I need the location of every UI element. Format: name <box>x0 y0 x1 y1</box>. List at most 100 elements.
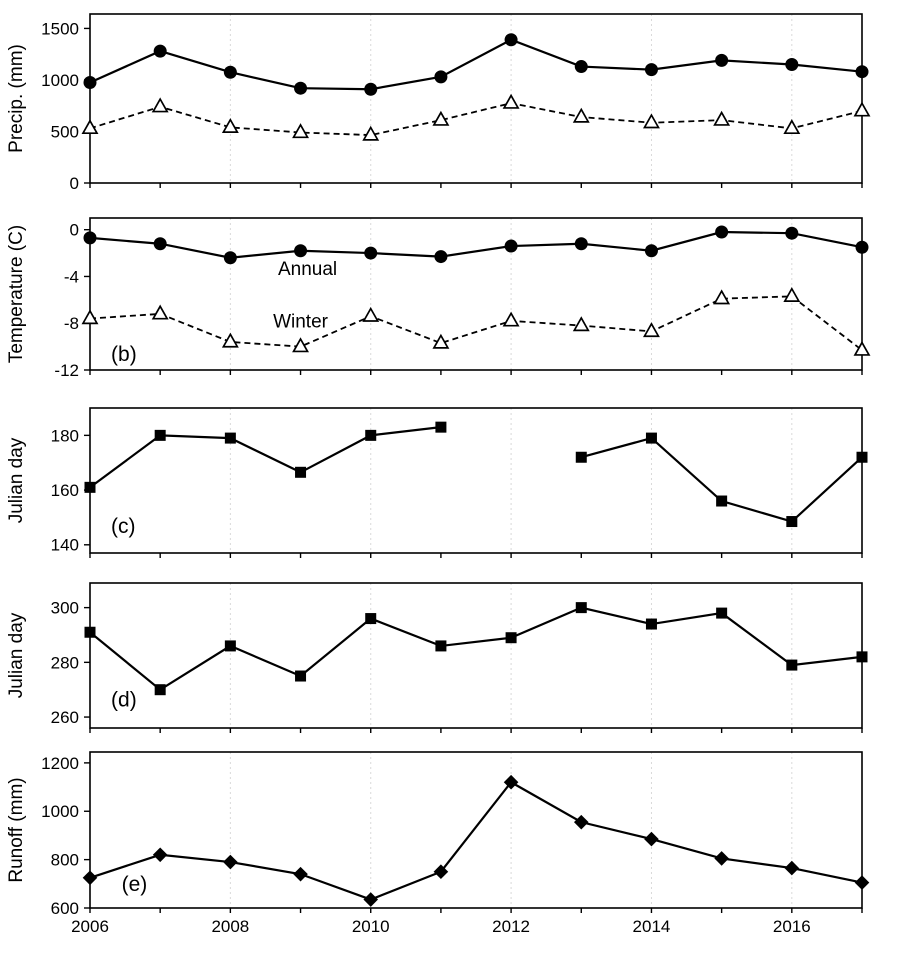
triangle-marker <box>572 316 590 332</box>
circle-marker <box>434 250 448 264</box>
y-axis-title-e: Runoff (mm) <box>6 777 27 882</box>
y-tick-label: 500 <box>51 122 79 141</box>
plot-frame <box>89 751 863 909</box>
y-tick-label: 1000 <box>41 802 79 821</box>
circle-marker <box>294 244 308 258</box>
circle-marker <box>715 225 729 239</box>
circle-marker <box>434 70 448 84</box>
triangle-marker <box>502 311 520 327</box>
y-tick-label: 260 <box>51 708 79 727</box>
y-tick-label: 280 <box>51 653 79 672</box>
triangle-marker <box>853 340 871 356</box>
triangle-marker <box>221 118 239 134</box>
triangle-marker <box>81 119 99 135</box>
y-axis-title-b: Temperature (C) <box>6 225 27 363</box>
diamond-marker <box>152 847 168 863</box>
square-marker <box>786 516 798 528</box>
square-marker <box>295 466 307 478</box>
panel-e: 600 800 1000 1200 (e) Runoff (mm) 2006 2008 2010… <box>6 751 870 936</box>
circle-marker <box>644 244 658 258</box>
circle-marker <box>644 63 658 77</box>
triangle-marker <box>362 125 380 141</box>
square-marker <box>786 659 798 671</box>
series-line-annual-runoff <box>89 780 863 901</box>
plot-frame <box>89 582 863 729</box>
x-tick-label: 2014 <box>633 917 671 936</box>
triangle-marker <box>151 97 169 113</box>
y-tick-label: 140 <box>51 536 79 555</box>
square-marker <box>224 432 236 444</box>
y-tick-label: 0 <box>70 174 79 193</box>
series-annotation: Winter <box>273 312 329 333</box>
diamond-marker <box>503 774 519 790</box>
triangle-marker <box>642 113 660 129</box>
circle-marker <box>294 81 308 95</box>
circle-marker <box>364 82 378 96</box>
square-marker <box>224 640 236 652</box>
square-marker <box>365 613 377 625</box>
diamond-marker <box>854 875 870 890</box>
series-line-snowmelt-julian-day <box>580 436 863 523</box>
series-line-winter-temperature <box>89 295 863 351</box>
triangle-marker <box>81 309 99 325</box>
circle-marker <box>574 60 588 74</box>
triangle-marker <box>292 123 310 139</box>
triangle-marker <box>642 322 660 338</box>
panel-a: 0 500 1000 1500 Precip. (mm) <box>6 13 871 193</box>
y-tick-label: -4 <box>64 267 79 286</box>
panel-label-c: (c) <box>111 515 135 538</box>
triangle-marker <box>502 93 520 109</box>
y-tick-label: 1000 <box>41 71 79 90</box>
circle-marker <box>785 57 799 71</box>
plot-frame <box>89 217 863 371</box>
circle-marker <box>504 33 518 47</box>
triangle-marker <box>151 304 169 320</box>
triangle-marker <box>853 101 871 117</box>
triangle-marker <box>432 110 450 126</box>
square-marker <box>84 626 96 638</box>
series-line-annual-precipitation <box>89 38 863 91</box>
series-line-annual-temperature <box>89 230 863 259</box>
square-marker <box>154 429 166 441</box>
diamond-marker <box>223 854 238 870</box>
square-marker <box>435 421 447 433</box>
triangle-marker <box>572 107 590 123</box>
y-tick-label: 160 <box>51 481 79 500</box>
diamond-marker <box>433 864 449 880</box>
panel-d: 260 280 300 (d) Julian day <box>6 582 868 733</box>
series-line-snowmelt-julian-day <box>89 426 442 489</box>
x-tick-label: 2012 <box>492 917 530 936</box>
diamond-marker <box>82 870 98 886</box>
y-tick-label: 800 <box>51 851 79 870</box>
y-tick-label: 1500 <box>41 19 79 38</box>
diamond-marker <box>573 814 589 830</box>
circle-marker <box>153 237 167 251</box>
diamond-marker <box>644 831 659 847</box>
panel-label-b: (b) <box>111 343 137 366</box>
triangle-marker <box>713 289 731 305</box>
y-axis-title-c: Julian day <box>6 437 27 523</box>
square-marker <box>856 451 868 463</box>
square-marker <box>856 651 868 663</box>
circle-marker <box>223 251 237 265</box>
triangle-marker <box>432 333 450 349</box>
circle-marker <box>223 65 237 79</box>
square-marker <box>716 495 728 507</box>
x-tick-label: 2010 <box>352 917 390 936</box>
triangle-marker <box>783 287 801 302</box>
plot-frame <box>89 407 863 554</box>
circle-marker <box>83 76 97 90</box>
triangle-marker <box>292 337 310 353</box>
circle-marker <box>83 231 97 245</box>
series-annotation: Annual <box>278 259 337 280</box>
diamond-marker <box>363 892 379 907</box>
y-tick-label: 300 <box>51 599 79 618</box>
circle-marker <box>715 53 729 67</box>
triangle-marker <box>783 119 801 135</box>
y-axis-title-d: Julian day <box>6 612 27 698</box>
triangle-marker <box>221 332 239 348</box>
circle-marker <box>574 237 588 251</box>
circle-marker <box>855 240 869 254</box>
